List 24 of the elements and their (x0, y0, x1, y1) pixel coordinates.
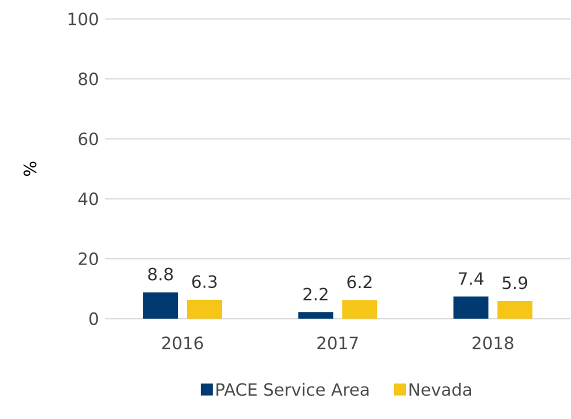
data-label: 2.2 (304, 288, 328, 300)
y-tick-label: 80 (78, 72, 98, 86)
y-tick-label: 0 (89, 312, 98, 326)
y-tick-label: 60 (78, 132, 98, 146)
x-tick-label: 2018 (472, 336, 514, 350)
bar (497, 301, 532, 319)
data-label: 6.3 (192, 275, 217, 288)
bar (143, 292, 178, 319)
bar (453, 296, 488, 319)
bar (187, 300, 222, 319)
data-label: 6.2 (347, 276, 372, 288)
bar (298, 312, 334, 319)
data-label: 8.8 (148, 268, 173, 281)
legend-label: Nevada (410, 383, 471, 396)
x-tick-label: 2017 (317, 336, 358, 350)
bar (342, 300, 378, 319)
y-tick-label: 20 (78, 252, 98, 266)
x-tick-label: 2016 (162, 336, 203, 350)
y-axis-title: % (24, 162, 36, 176)
legend-label: PACE Service Area (216, 383, 368, 396)
y-tick-label: 100 (68, 12, 98, 26)
data-label: 7.4 (458, 272, 484, 285)
y-tick-label: 40 (78, 192, 98, 206)
data-label: 5.9 (502, 276, 528, 290)
